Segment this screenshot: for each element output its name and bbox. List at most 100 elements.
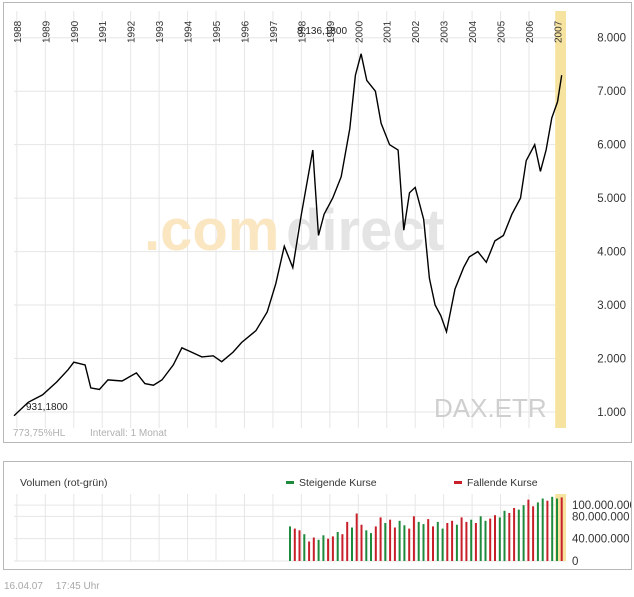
x-tick-label: 1989: [41, 20, 52, 43]
volume-bar: [508, 513, 511, 561]
volume-bar: [346, 521, 349, 561]
legend-down-label: Fallende Kurse: [467, 477, 538, 489]
volume-bar: [465, 521, 468, 561]
legend-down-swatch: [454, 481, 462, 484]
volume-bar: [374, 526, 377, 561]
volume-bar: [541, 498, 544, 561]
legend-up-swatch: [286, 481, 294, 484]
volume-bar: [336, 532, 339, 561]
high-value-label: 8.136,1800: [297, 26, 347, 37]
price-chart: .com direct DAX.ETR 1988 1989 1990 1991 1992…: [13, 11, 626, 439]
volume-bar: [417, 521, 420, 561]
volume-bar: [403, 525, 406, 561]
volume-bar: [422, 524, 425, 561]
volume-current-highlight: [555, 494, 566, 561]
volume-bar: [536, 502, 539, 561]
x-tick-label: 1999: [326, 20, 337, 43]
x-tick-label: 1993: [155, 20, 166, 43]
volume-bar: [312, 537, 315, 561]
volume-bar: [551, 496, 554, 561]
dax-price-line: [13, 53, 563, 417]
volume-bar: [389, 519, 392, 561]
volume-chart: Volumen (rot-grün) Steigende Kurse Falle…: [14, 477, 634, 568]
volume-bar: [331, 536, 334, 561]
volume-bar: [289, 526, 291, 561]
performance-label: 773,75%HL: [13, 428, 66, 439]
volume-bar: [460, 517, 463, 561]
instrument-label: DAX.ETR: [434, 393, 547, 423]
price-chart-panel: .com direct DAX.ETR 1988 1989 1990 1991 1992…: [3, 2, 632, 443]
volume-bar: [474, 523, 477, 561]
volume-bar: [427, 519, 430, 561]
volume-bar: [436, 521, 439, 561]
volume-bar: [513, 508, 516, 561]
x-tick-label: 1990: [70, 20, 81, 43]
volume-bar: [398, 520, 401, 561]
footer-date: 16.04.07: [4, 581, 43, 592]
volume-y-tick-label: 40.000.000: [572, 534, 630, 546]
volume-bar: [370, 533, 372, 561]
volume-bar: [412, 516, 415, 561]
volume-bar: [494, 515, 496, 561]
volume-bar: [360, 524, 363, 561]
volume-bar: [517, 509, 520, 561]
y-axis-ticks: 1.000 2.000 3.000 4.000 5.000 6.000 7.000 8.000: [597, 33, 626, 419]
volume-bar: [479, 516, 482, 561]
volume-bar: [393, 527, 396, 561]
y-tick-label: 2.000: [597, 354, 626, 366]
volume-bar: [503, 510, 506, 562]
volume-bar: [384, 523, 387, 561]
volume-bar: [527, 499, 530, 561]
volume-bar: [327, 538, 330, 561]
volume-bar: [355, 513, 358, 561]
x-tick-label: 1996: [240, 20, 251, 43]
x-tick-label: 2003: [440, 20, 451, 43]
volume-bar: [446, 523, 449, 561]
footer-time: 17:45 Uhr: [55, 581, 100, 592]
x-tick-label: 2004: [468, 20, 479, 43]
x-tick-label: 1988: [13, 20, 24, 43]
volume-bar: [532, 506, 535, 561]
legend-up-label: Steigende Kurse: [299, 477, 377, 489]
volume-bar: [293, 528, 296, 561]
volume-bar: [365, 530, 368, 561]
volume-bar: [303, 534, 306, 561]
volume-bar: [451, 520, 454, 561]
interval-label: Intervall: 1 Monat: [90, 428, 167, 439]
watermark-part-a: .com: [144, 198, 279, 263]
x-tick-label: 2007: [553, 20, 564, 43]
volume-bar: [341, 534, 344, 561]
volume-bar: [556, 498, 558, 561]
y-tick-label: 5.000: [597, 193, 626, 205]
volume-title: Volumen (rot-grün): [20, 477, 108, 489]
x-tick-label: 1995: [212, 20, 223, 43]
volume-bar: [351, 527, 353, 561]
y-tick-label: 6.000: [597, 140, 626, 152]
y-tick-label: 7.000: [597, 86, 626, 98]
x-tick-label: 2002: [411, 20, 422, 43]
volume-bar: [441, 528, 444, 561]
y-tick-label: 3.000: [597, 300, 626, 312]
x-tick-label: 2001: [383, 20, 394, 43]
volume-bar: [308, 541, 311, 561]
volume-bar: [432, 526, 434, 561]
x-tick-label: 1992: [127, 20, 138, 43]
low-value-label: 931,1800: [26, 402, 68, 413]
volume-bars: [289, 496, 563, 562]
volume-y-tick-label: 100.000.000: [572, 500, 631, 512]
x-tick-label: 2000: [354, 20, 365, 43]
y-tick-label: 8.000: [597, 33, 626, 45]
volume-bar: [379, 517, 382, 561]
volume-y-tick-label: 80.000.000: [572, 511, 630, 523]
volume-bar: [298, 530, 301, 561]
volume-bar: [322, 535, 325, 561]
x-tick-label: 1991: [98, 20, 109, 43]
y-tick-label: 4.000: [597, 247, 626, 259]
volume-bar: [546, 500, 549, 561]
x-axis-ticks: 1988 1989 1990 1991 1992 1993 1994 1995 1996 1997…: [13, 20, 565, 43]
volume-bar: [498, 517, 501, 561]
x-tick-label: 1994: [184, 20, 195, 43]
watermark-part-b: direct: [286, 198, 444, 263]
volume-bar: [489, 518, 492, 561]
